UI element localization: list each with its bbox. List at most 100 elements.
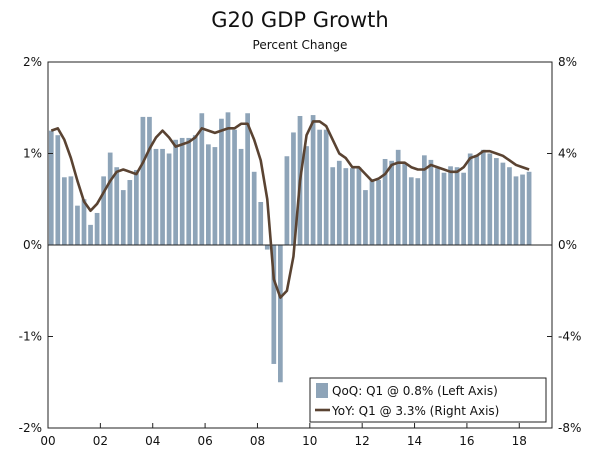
qoq-bar	[363, 190, 368, 245]
qoq-bar	[356, 167, 362, 245]
left-axis-tick-label: -1%	[19, 330, 42, 344]
qoq-bar	[251, 171, 257, 245]
qoq-bar	[487, 153, 493, 245]
qoq-bar	[101, 176, 106, 246]
qoq-bar	[147, 116, 152, 246]
x-axis-tick-label: 18	[512, 434, 527, 448]
qoq-bar	[212, 147, 218, 245]
qoq-bar	[232, 129, 237, 245]
qoq-bar	[62, 177, 67, 245]
chart-subtitle: Percent Change	[252, 38, 348, 52]
chart-title: G20 GDP Growth	[211, 8, 389, 32]
qoq-bar	[395, 149, 401, 245]
qoq-bar	[480, 149, 486, 245]
left-axis-tick-label: 2%	[23, 55, 42, 69]
qoq-bar	[448, 166, 453, 245]
qoq-bar	[264, 245, 270, 250]
qoq-bar	[134, 169, 139, 245]
qoq-bar	[271, 245, 277, 364]
qoq-bar	[55, 135, 61, 245]
qoq-bar	[526, 171, 532, 245]
x-axis-tick-label: 08	[250, 434, 265, 448]
qoq-bar	[160, 148, 165, 245]
qoq-bar	[343, 168, 349, 245]
qoq-bar	[422, 155, 427, 245]
qoq-bar	[225, 112, 231, 246]
qoq-bar	[114, 167, 120, 245]
qoq-bar	[467, 153, 473, 245]
qoq-bar	[310, 115, 316, 245]
qoq-bar	[513, 176, 519, 246]
yoy-line	[50, 120, 530, 299]
x-axis-tick-label: 04	[145, 434, 160, 448]
right-axis-tick-label: 8%	[558, 55, 577, 69]
qoq-bar	[219, 118, 224, 245]
qoq-bar	[408, 177, 414, 245]
qoq-bar	[330, 167, 336, 245]
qoq-bar	[48, 130, 54, 246]
x-axis-tick-label: 00	[40, 434, 55, 448]
x-axis-tick-label: 12	[355, 434, 370, 448]
qoq-bar	[68, 176, 74, 246]
qoq-bar	[500, 162, 506, 245]
qoq-bar	[454, 167, 460, 245]
x-axis-tick-label: 16	[459, 434, 474, 448]
qoq-bar	[441, 172, 447, 245]
qoq-bar	[173, 139, 178, 245]
qoq-bar	[206, 144, 211, 245]
legend-qoq-swatch	[316, 383, 328, 398]
qoq-bar	[428, 159, 434, 245]
qoq-bar	[507, 167, 512, 245]
qoq-bar	[140, 116, 146, 246]
left-axis-tick-label: 0%	[23, 238, 42, 252]
qoq-bar	[127, 180, 133, 245]
qoq-bar	[415, 178, 421, 245]
qoq-bar	[435, 168, 440, 245]
qoq-bar	[238, 148, 244, 245]
left-axis-tick-label: 1%	[23, 147, 42, 161]
qoq-bar	[278, 245, 283, 383]
qoq-bar	[317, 129, 322, 245]
qoq-bar	[120, 190, 126, 245]
x-axis-tick-label: 14	[407, 434, 422, 448]
qoq-bar	[389, 160, 394, 245]
qoq-bar	[258, 202, 264, 245]
qoq-bar	[402, 163, 408, 245]
qoq-bar	[186, 137, 192, 245]
x-axis-tick-label: 06	[197, 434, 212, 448]
right-axis-tick-label: 4%	[558, 147, 577, 161]
qoq-bar	[153, 148, 159, 245]
qoq-bar	[494, 158, 499, 245]
qoq-bar	[369, 179, 375, 245]
qoq-bar	[94, 212, 100, 245]
qoq-bar	[166, 153, 172, 245]
qoq-bar	[323, 129, 329, 245]
qoq-bar	[461, 172, 466, 245]
qoq-bar	[474, 155, 480, 245]
qoq-bar	[382, 158, 388, 245]
qoq-bar	[179, 137, 185, 245]
qoq-bar	[81, 199, 87, 245]
qoq-bar	[336, 160, 342, 245]
qoq-bar	[88, 224, 93, 245]
qoq-bar	[284, 156, 290, 245]
qoq-bar	[520, 174, 525, 245]
left-axis-tick-label: -2%	[19, 421, 42, 435]
legend-qoq-label: QoQ: Q1 @ 0.8% (Left Axis)	[332, 384, 498, 398]
qoq-bar	[350, 168, 355, 245]
qoq-bar	[199, 113, 205, 246]
right-axis-tick-label: -4%	[558, 330, 581, 344]
qoq-bar	[192, 135, 198, 245]
x-axis-tick-label: 02	[93, 434, 108, 448]
qoq-bar	[245, 113, 250, 246]
x-axis-tick-label: 10	[302, 434, 317, 448]
qoq-bar	[75, 205, 80, 245]
legend-yoy-label: YoY: Q1 @ 3.3% (Right Axis)	[331, 404, 499, 418]
qoq-bar	[376, 180, 381, 245]
legend-box	[309, 377, 547, 423]
qoq-bar	[304, 146, 309, 245]
qoq-bar	[291, 132, 296, 245]
qoq-bar	[107, 152, 113, 245]
right-axis-tick-label: 0%	[558, 238, 577, 252]
